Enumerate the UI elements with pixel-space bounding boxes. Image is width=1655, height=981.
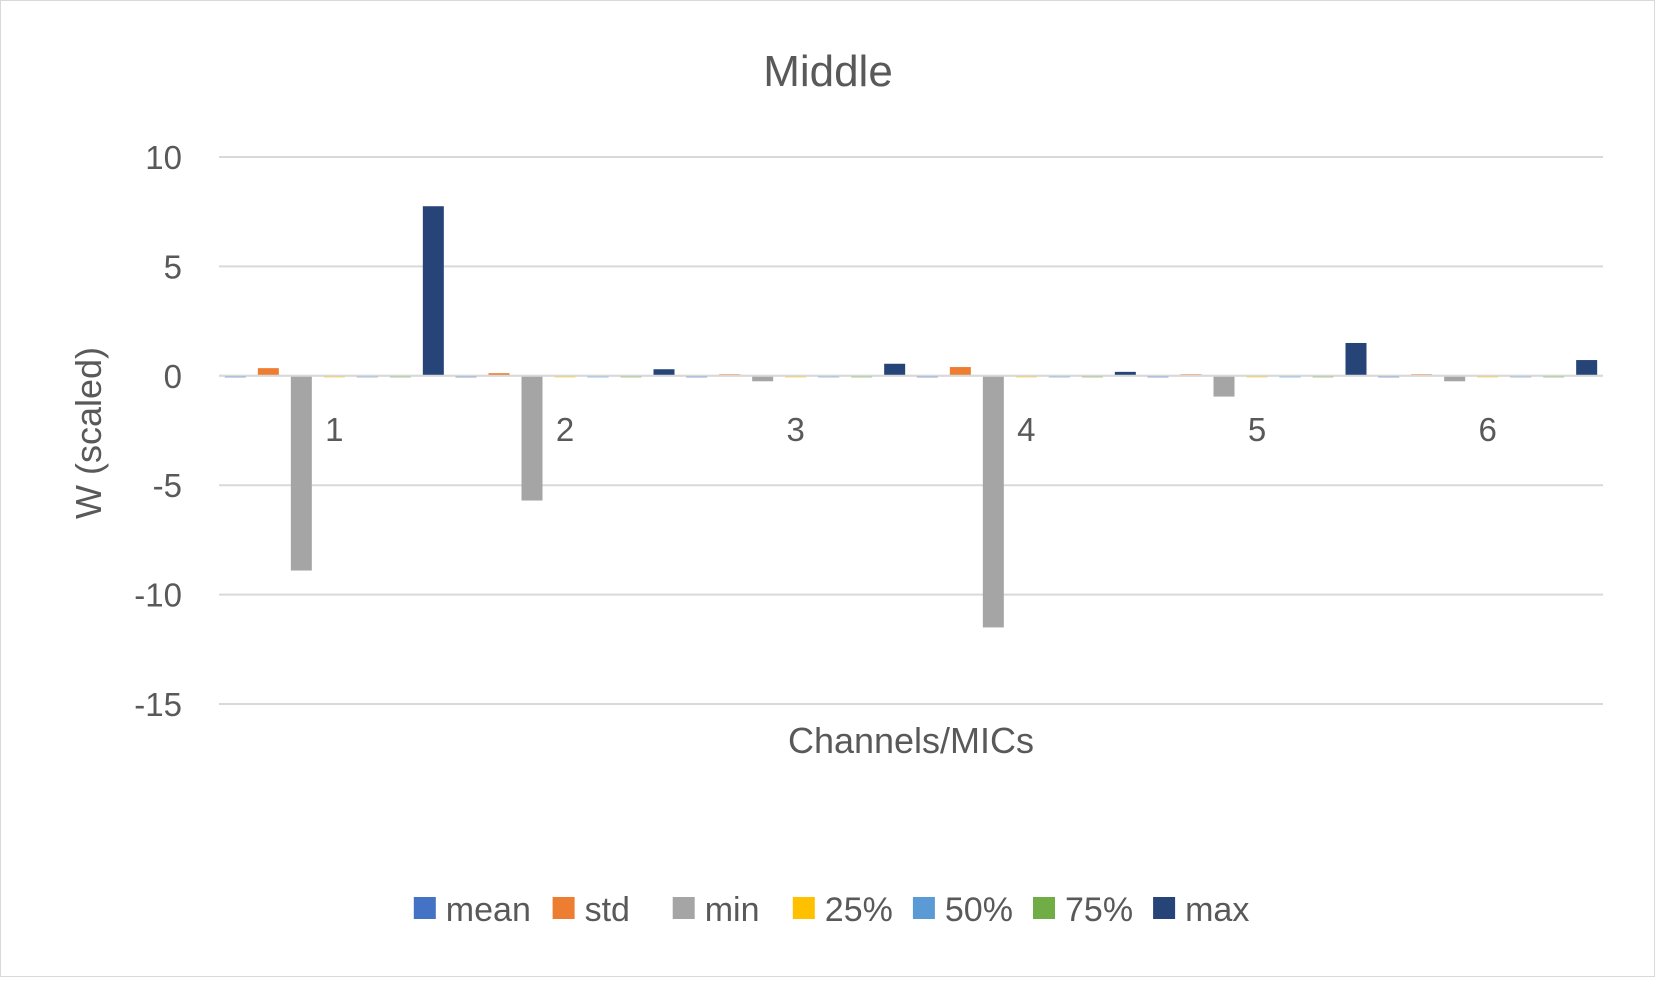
bar-max-3 — [884, 363, 906, 376]
bar-max-1 — [422, 206, 444, 376]
legend-item-50pct: 50% — [912, 891, 1013, 929]
bar-max-6 — [1576, 360, 1598, 376]
legend-label: 25% — [825, 891, 893, 929]
legend-swatch — [912, 897, 935, 919]
bar-max-2 — [653, 369, 675, 376]
legend-item-min: min — [672, 891, 760, 929]
legend-swatch — [1153, 897, 1176, 919]
bar-min-5 — [1213, 375, 1235, 397]
legend-label: 50% — [945, 891, 1013, 929]
bar-max-5 — [1345, 342, 1367, 376]
bar-min-3 — [752, 375, 774, 382]
bar-min-6 — [1444, 375, 1466, 382]
legend-label: min — [705, 891, 760, 929]
chart-title: Middle — [763, 47, 893, 96]
legend-label: max — [1185, 891, 1249, 929]
x-tick-label: 2 — [556, 411, 574, 448]
legend-item-max: max — [1153, 891, 1249, 929]
x-tick-label: 4 — [1017, 411, 1035, 448]
x-tick-label: 1 — [325, 411, 343, 448]
bars — [219, 206, 1603, 628]
x-axis-label: Channels/MICs — [788, 720, 1034, 761]
y-tick-label: -10 — [134, 577, 182, 614]
y-tick-labels: 10 5 0 -5 -10 -15 — [134, 139, 182, 723]
legend-label: mean — [446, 891, 531, 929]
y-tick-label: -15 — [134, 686, 182, 723]
legend-item-25pct: 25% — [792, 891, 893, 929]
x-tick-labels: 1 2 3 4 5 6 — [325, 411, 1497, 448]
bar-min-2 — [521, 375, 543, 501]
bar-std-1 — [257, 368, 279, 376]
legend-label: std — [585, 891, 630, 929]
x-tick-label: 5 — [1248, 411, 1266, 448]
bar-min-4 — [982, 375, 1004, 628]
legend-swatch — [792, 897, 815, 919]
legend-swatch — [552, 897, 575, 919]
y-axis-label: W (scaled) — [68, 347, 109, 519]
bar-std-2 — [488, 373, 510, 376]
legend-swatch — [1033, 897, 1055, 919]
legend-item-std: std — [552, 891, 630, 929]
x-tick-label: 3 — [786, 411, 804, 448]
bar-std-4 — [949, 367, 971, 376]
y-tick-label: -5 — [153, 467, 182, 504]
legend-swatch — [413, 897, 436, 919]
y-tick-label: 10 — [145, 139, 182, 176]
bar-max-4 — [1114, 371, 1136, 376]
legend-item-mean: mean — [413, 891, 531, 929]
legend-item-75pct: 75% — [1033, 891, 1133, 929]
legend-label: 75% — [1065, 891, 1133, 929]
x-tick-label: 6 — [1478, 411, 1496, 448]
bar-min-1 — [290, 375, 312, 571]
legend-swatch — [672, 897, 695, 919]
y-tick-label: 0 — [164, 358, 182, 395]
legend: mean std min 25% 50% 75% max — [413, 891, 1249, 929]
y-tick-label: 5 — [164, 248, 182, 285]
